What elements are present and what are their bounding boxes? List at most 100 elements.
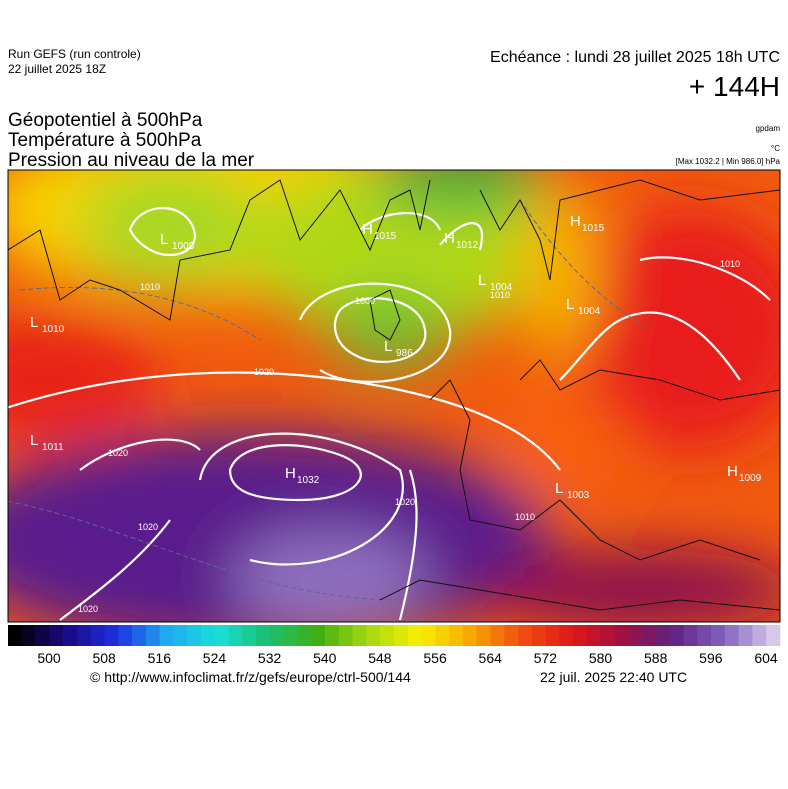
colorbar-swatch	[766, 625, 781, 646]
center-value: 1009	[739, 473, 762, 484]
colorbar-tick-label: 524	[203, 650, 227, 666]
colorbar-swatch	[35, 625, 50, 646]
colorbar-swatch	[49, 625, 64, 646]
colorbar-swatch	[214, 625, 229, 646]
colorbar-swatch	[545, 625, 560, 646]
center-letter: L	[160, 231, 168, 248]
isobar-label: 1010	[720, 259, 740, 269]
center-value: 1008	[172, 241, 195, 252]
colorbar-swatch	[145, 625, 160, 646]
colorbar-swatch	[711, 625, 726, 646]
isobar-label: 1020	[254, 367, 274, 377]
colorbar-tick-label: 556	[423, 650, 447, 666]
colorbar-swatch	[421, 625, 436, 646]
colorbar-swatch	[8, 625, 23, 646]
colorbar-tick-label: 532	[258, 650, 282, 666]
colorbar-swatch	[242, 625, 257, 646]
colorbar-swatch	[614, 625, 629, 646]
isobar-label: 1020	[138, 522, 158, 532]
colorbar-swatch	[490, 625, 505, 646]
isobar-label: 1010	[490, 290, 510, 300]
colorbar-tick-label: 540	[313, 650, 337, 666]
colorbar-swatch	[752, 625, 767, 646]
center-value: 1015	[374, 231, 397, 242]
colorbar-tick-label: 580	[589, 650, 613, 666]
center-letter: H	[727, 463, 738, 480]
colorbar-swatch	[132, 625, 147, 646]
colorbar-swatch	[269, 625, 285, 646]
colorbar-swatch	[90, 625, 105, 646]
isobar-label: 1020	[395, 497, 415, 507]
center-value: 986	[396, 348, 413, 359]
unit-temp: °C	[771, 144, 780, 153]
colorbar-tick-label: 588	[644, 650, 668, 666]
colorbar-swatch	[63, 625, 78, 646]
field-title: Pression au niveau de la mer	[8, 150, 255, 171]
center-value: 1011	[42, 442, 64, 453]
center-letter: L	[30, 314, 38, 331]
center-letter: L	[384, 338, 392, 355]
center-letter: H	[444, 230, 455, 247]
center-value: 1032	[297, 475, 320, 486]
isobar-label: 1010	[140, 282, 160, 292]
colorbar-swatch	[669, 625, 684, 646]
colorbar-swatch	[338, 625, 353, 646]
colorbar-tick-label: 572	[534, 650, 558, 666]
colorbar-swatch	[104, 625, 119, 646]
isobar-label: 1020	[108, 448, 128, 458]
center-value: 1003	[567, 490, 590, 501]
colorbar-swatch	[325, 625, 340, 646]
isobar-label: 1000	[355, 296, 375, 306]
field-title: Géopotentiel à 500hPa	[8, 110, 203, 131]
colorbar-swatch	[683, 625, 698, 646]
extremes: [Max 1032.2 | Min 986.0] hPa	[676, 157, 781, 166]
colorbar-tick-label: 604	[754, 650, 778, 666]
colorbar-tick-label: 564	[479, 650, 503, 666]
colorbar-swatch	[655, 625, 671, 646]
colorbar-swatch	[724, 625, 739, 646]
valid-time: Echéance : lundi 28 juillet 2025 18h UTC	[490, 49, 780, 66]
colorbar-tick-label: 596	[699, 650, 723, 666]
colorbar-swatch	[462, 625, 478, 646]
colorbar-swatch	[394, 625, 409, 646]
colorbar-swatch	[642, 625, 657, 646]
isobar-label: 1010	[515, 512, 535, 522]
center-value: 1010	[42, 324, 65, 335]
center-value: 1012	[456, 240, 479, 251]
source-url: © http://www.infoclimat.fr/z/gefs/europe…	[90, 669, 411, 685]
center-letter: H	[570, 213, 581, 230]
colorbar-swatch	[628, 625, 643, 646]
run-label: Run GEFS (run controle)	[8, 47, 141, 61]
colorbar-swatch	[366, 625, 381, 646]
colorbar-swatch	[187, 625, 202, 646]
colorbar-swatch	[380, 625, 395, 646]
center-value: 1015	[582, 223, 605, 234]
colorbar-swatch	[559, 625, 574, 646]
colorbar-swatch	[311, 625, 326, 646]
colorbar-swatch	[435, 625, 450, 646]
colorbar-swatch	[352, 625, 367, 646]
center-value: 1004	[578, 306, 601, 317]
colorbar-swatch	[573, 625, 588, 646]
generated-time: 22 juil. 2025 22:40 UTC	[540, 669, 687, 685]
colorbar-swatch	[476, 625, 491, 646]
colorbar-swatch	[587, 625, 602, 646]
unit-geo: gpdam	[756, 124, 781, 133]
center-letter: H	[285, 465, 296, 482]
colorbar-swatch	[76, 625, 92, 646]
center-letter: L	[555, 480, 563, 497]
colorbar: 500 508 516 524 532 540 548 556 564 572 580 588 596 6…	[8, 625, 781, 666]
colorbar-tick-label: 508	[92, 650, 116, 666]
center-letter: L	[566, 296, 574, 313]
colorbar-tick-label: 548	[368, 650, 392, 666]
colorbar-swatch	[201, 625, 216, 646]
colorbar-swatch	[738, 625, 753, 646]
colorbar-swatch	[449, 625, 464, 646]
colorbar-swatch	[518, 625, 533, 646]
colorbar-swatch	[21, 625, 36, 646]
map	[8, 170, 780, 622]
center-letter: L	[478, 272, 486, 289]
center-letter: L	[30, 432, 38, 449]
colorbar-swatch	[228, 625, 243, 646]
